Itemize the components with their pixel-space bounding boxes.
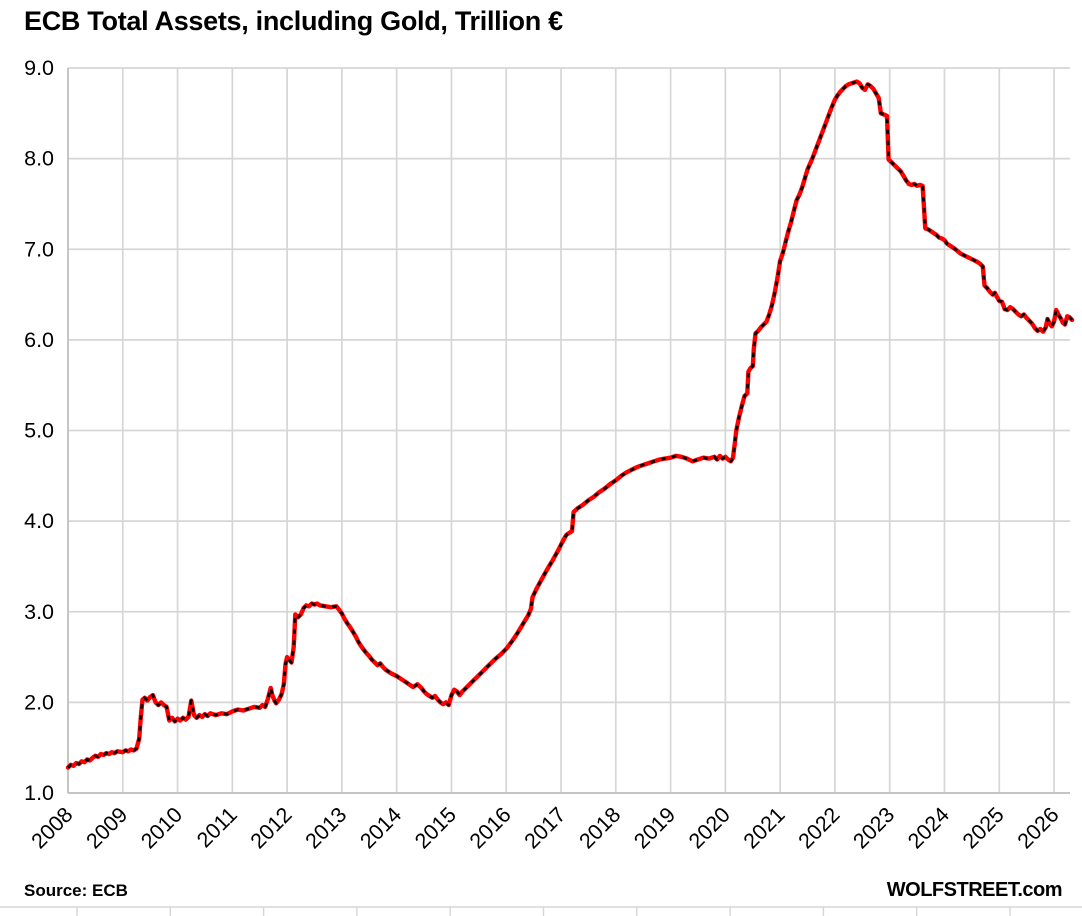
y-axis-tick-label: 3.0: [24, 600, 54, 624]
x-axis-tick-label: 2014: [355, 803, 406, 854]
series-line-dash-overlay: [67, 80, 1074, 769]
x-axis-tick-label: 2026: [1013, 803, 1064, 854]
x-axis-tick-label: 2010: [136, 803, 187, 854]
x-axis-tick-label: 2012: [246, 803, 297, 854]
y-axis-tick-label: 8.0: [24, 147, 54, 171]
chart-title: ECB Total Assets, including Gold, Trilli…: [24, 6, 563, 36]
y-axis-tick-label: 5.0: [24, 419, 54, 443]
x-axis-tick-label: 2025: [958, 803, 1009, 854]
brand-logo: WOLFSTREET.com: [886, 879, 1063, 901]
source-note: Source: ECB: [24, 881, 128, 900]
x-axis-tick-label: 2011: [192, 803, 242, 853]
x-axis-tick-label: 2024: [903, 803, 954, 854]
x-axis-tick-label: 2019: [629, 803, 680, 854]
x-axis-tick-label: 2020: [684, 803, 735, 854]
series-line-red: [65, 79, 1075, 770]
x-axis-tick-label: 2015: [410, 803, 461, 854]
x-axis-tick-label: 2023: [848, 803, 899, 854]
y-axis-tick-label: 9.0: [24, 56, 54, 80]
x-axis-tick-label: 2021: [739, 803, 790, 854]
y-axis-tick-label: 4.0: [24, 509, 54, 533]
x-axis-tick-label: 2022: [794, 803, 845, 854]
x-axis-tick-label: 2013: [301, 803, 352, 854]
x-axis-tick-label: 2016: [465, 803, 516, 854]
x-axis-tick-label: 2008: [27, 803, 78, 854]
x-axis-tick-label: 2017: [520, 803, 571, 854]
x-axis-tick-label: 2018: [575, 803, 626, 854]
y-axis-tick-label: 1.0: [24, 781, 54, 805]
x-axis-tick-label: 2009: [82, 803, 133, 854]
y-axis-tick-label: 6.0: [24, 328, 54, 352]
y-axis-tick-label: 2.0: [24, 690, 54, 714]
y-axis-tick-label: 7.0: [24, 237, 54, 261]
